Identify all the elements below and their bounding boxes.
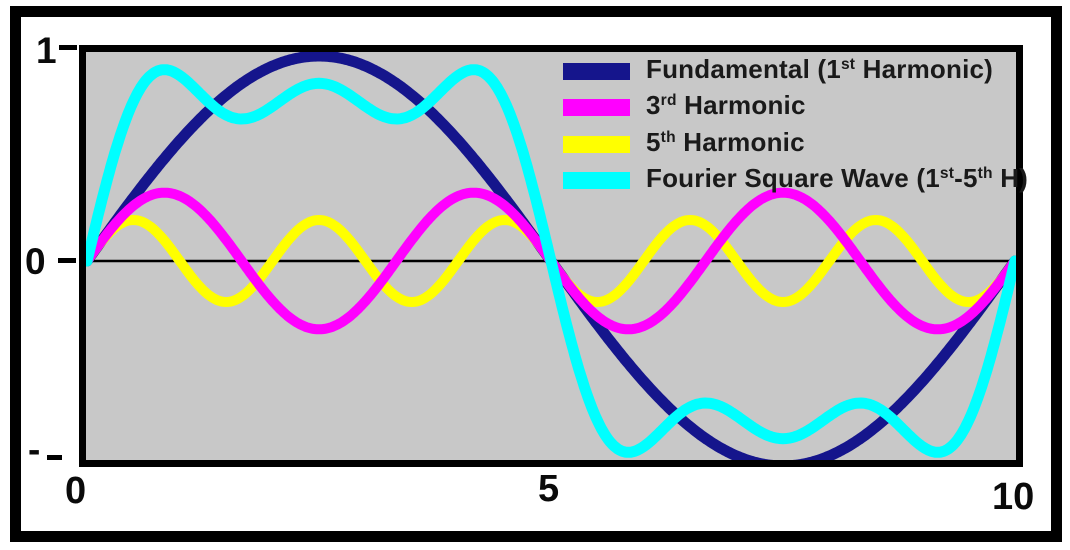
legend-label: 5th Harmonic bbox=[646, 126, 805, 157]
legend-label: 3rd Harmonic bbox=[646, 89, 806, 120]
curve-fourier-square-wave-1st-5th-h bbox=[86, 64, 1016, 458]
legend: Fundamental (1st Harmonic) 3rd Harmonic 5t… bbox=[86, 52, 1028, 460]
outer-frame bbox=[10, 6, 1062, 542]
x-axis-label-5: 5 bbox=[538, 468, 560, 510]
legend-item: Fundamental (1st Harmonic) bbox=[563, 53, 994, 84]
legend-item: 3rd Harmonic bbox=[563, 89, 806, 120]
legend-label: Fundamental (1st Harmonic) bbox=[646, 53, 994, 84]
legend-item: 5th Harmonic bbox=[563, 126, 805, 157]
y-axis-label-neg1: - bbox=[28, 429, 41, 470]
legend-item: Fourier Square Wave (1st-5th H) bbox=[563, 162, 1029, 193]
y-axis-label-1: 1 bbox=[36, 30, 57, 71]
curves-svg bbox=[86, 52, 1016, 460]
y-axis-tick-neg1 bbox=[47, 455, 62, 460]
x-axis-label-0: 0 bbox=[65, 470, 87, 512]
legend-swatch bbox=[563, 98, 630, 116]
plot-area: Fundamental (1st Harmonic) 3rd Harmonic 5t… bbox=[79, 45, 1028, 467]
y-axis-tick-1 bbox=[59, 45, 77, 50]
legend-label: Fourier Square Wave (1st-5th H) bbox=[646, 162, 1029, 193]
legend-swatch bbox=[563, 135, 630, 153]
legend-swatch bbox=[563, 62, 630, 80]
y-axis-tick-0 bbox=[58, 258, 76, 263]
x-axis-label-10: 10 bbox=[992, 476, 1035, 518]
legend-swatch bbox=[563, 171, 630, 189]
y-axis-label-0: 0 bbox=[25, 241, 46, 282]
